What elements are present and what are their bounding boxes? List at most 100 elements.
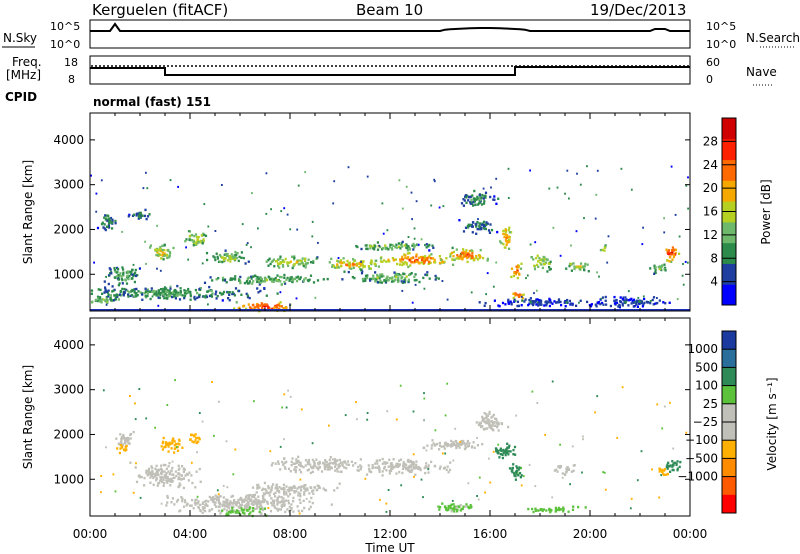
velocity-cell: [294, 466, 297, 469]
power-cell: [417, 243, 420, 246]
power-cell: [463, 199, 466, 202]
power-cell: [676, 298, 679, 301]
power-cell: [451, 246, 454, 250]
velocity-cell: [280, 500, 283, 504]
power-cell: [238, 279, 241, 282]
power-cell: [504, 303, 507, 306]
velocity-cell: [183, 499, 187, 502]
power-cell: [139, 291, 142, 294]
power-cell: [205, 295, 209, 299]
power-cell: [570, 302, 573, 305]
velocity-cell: [262, 499, 265, 502]
power-cell: [658, 265, 662, 269]
velocity-cell: [247, 498, 250, 501]
velocity-cell: [311, 442, 314, 445]
velocity-cell: [175, 500, 179, 503]
velocity-cell: [257, 495, 260, 498]
velocity-cell: [245, 499, 248, 502]
velocity-cell: [173, 440, 176, 443]
velocity-cell: [170, 442, 173, 445]
velocity-cell: [248, 508, 251, 511]
velocity-cell: [406, 460, 409, 463]
power-cell: [462, 198, 465, 201]
velocity-cell: [402, 462, 405, 466]
velocity-cell: [332, 458, 334, 461]
power-cell: [640, 300, 643, 303]
velocity-cell: [398, 459, 401, 462]
power-cell: [161, 248, 164, 252]
velocity-cell: [194, 439, 197, 442]
power-cell: [167, 248, 170, 252]
power-cell: [630, 188, 633, 191]
power-cell: [297, 184, 300, 187]
power-cell: [490, 228, 494, 232]
power-cell: [260, 306, 264, 310]
power-cell: [218, 253, 222, 257]
velocity-cell: [146, 474, 149, 477]
power-cell: [286, 213, 289, 216]
velocity-cell: [539, 508, 542, 511]
power-cell: [498, 305, 501, 308]
power-cell: [522, 293, 525, 296]
power-cell: [388, 246, 391, 249]
y-tick-label: 1000: [53, 472, 84, 486]
power-cell: [272, 307, 275, 310]
velocity-cell: [143, 476, 146, 480]
power-cell: [364, 277, 367, 280]
power-cell: [139, 267, 141, 270]
power-cell: [171, 291, 174, 295]
velocity-cell: [385, 502, 388, 505]
velocity-cell: [457, 442, 460, 445]
velocity-cell: [286, 508, 289, 511]
velocity-cell: [495, 419, 498, 422]
velocity-cell: [156, 484, 159, 487]
y-tick-label: 1000: [53, 267, 84, 281]
power-cell: [374, 271, 377, 274]
power-cell: [133, 288, 136, 291]
power-cell: [473, 189, 476, 193]
velocity-cell: [166, 404, 169, 406]
power-cell: [269, 277, 272, 281]
velocity-cell: [273, 504, 276, 507]
power-cell: [109, 268, 112, 271]
velocity-cell: [483, 412, 486, 415]
power-cell: [128, 213, 131, 217]
velocity-cell: [616, 436, 619, 439]
power-cell: [237, 277, 241, 281]
velocity-cell: [485, 413, 488, 416]
velocity-cell: [185, 504, 188, 507]
velocity-cell: [212, 497, 215, 501]
power-cell: [528, 298, 531, 302]
power-cell: [553, 300, 556, 303]
power-cell: [96, 295, 100, 298]
velocity-cell: [122, 435, 125, 438]
power-cell: [372, 274, 375, 277]
power-cell: [107, 217, 110, 221]
velocity-cell: [666, 472, 669, 476]
power-cell: [515, 265, 518, 268]
velocity-cell: [280, 505, 284, 509]
power-cell: [509, 300, 512, 303]
power-cell: [337, 257, 340, 259]
velocity-colorbar-tick-label: −25: [693, 415, 718, 429]
power-cell: [107, 282, 110, 286]
velocity-cell: [288, 505, 291, 509]
velocity-cell: [328, 424, 330, 427]
velocity-cell: [488, 424, 491, 427]
velocity-cell: [440, 445, 443, 448]
velocity-cell: [262, 497, 265, 500]
velocity-cell: [168, 462, 171, 465]
power-cell: [222, 290, 226, 294]
velocity-cell: [345, 467, 348, 470]
velocity-cell: [545, 509, 548, 512]
power-cell: [259, 277, 262, 280]
power-cell: [215, 252, 218, 255]
velocity-cell: [152, 475, 156, 479]
power-cell: [272, 280, 275, 283]
power-cell: [579, 183, 582, 186]
velocity-cell: [214, 494, 217, 497]
power-cell: [221, 276, 225, 280]
velocity-cell: [241, 499, 244, 502]
power-cell: [596, 302, 600, 305]
velocity-cell: [308, 500, 311, 503]
